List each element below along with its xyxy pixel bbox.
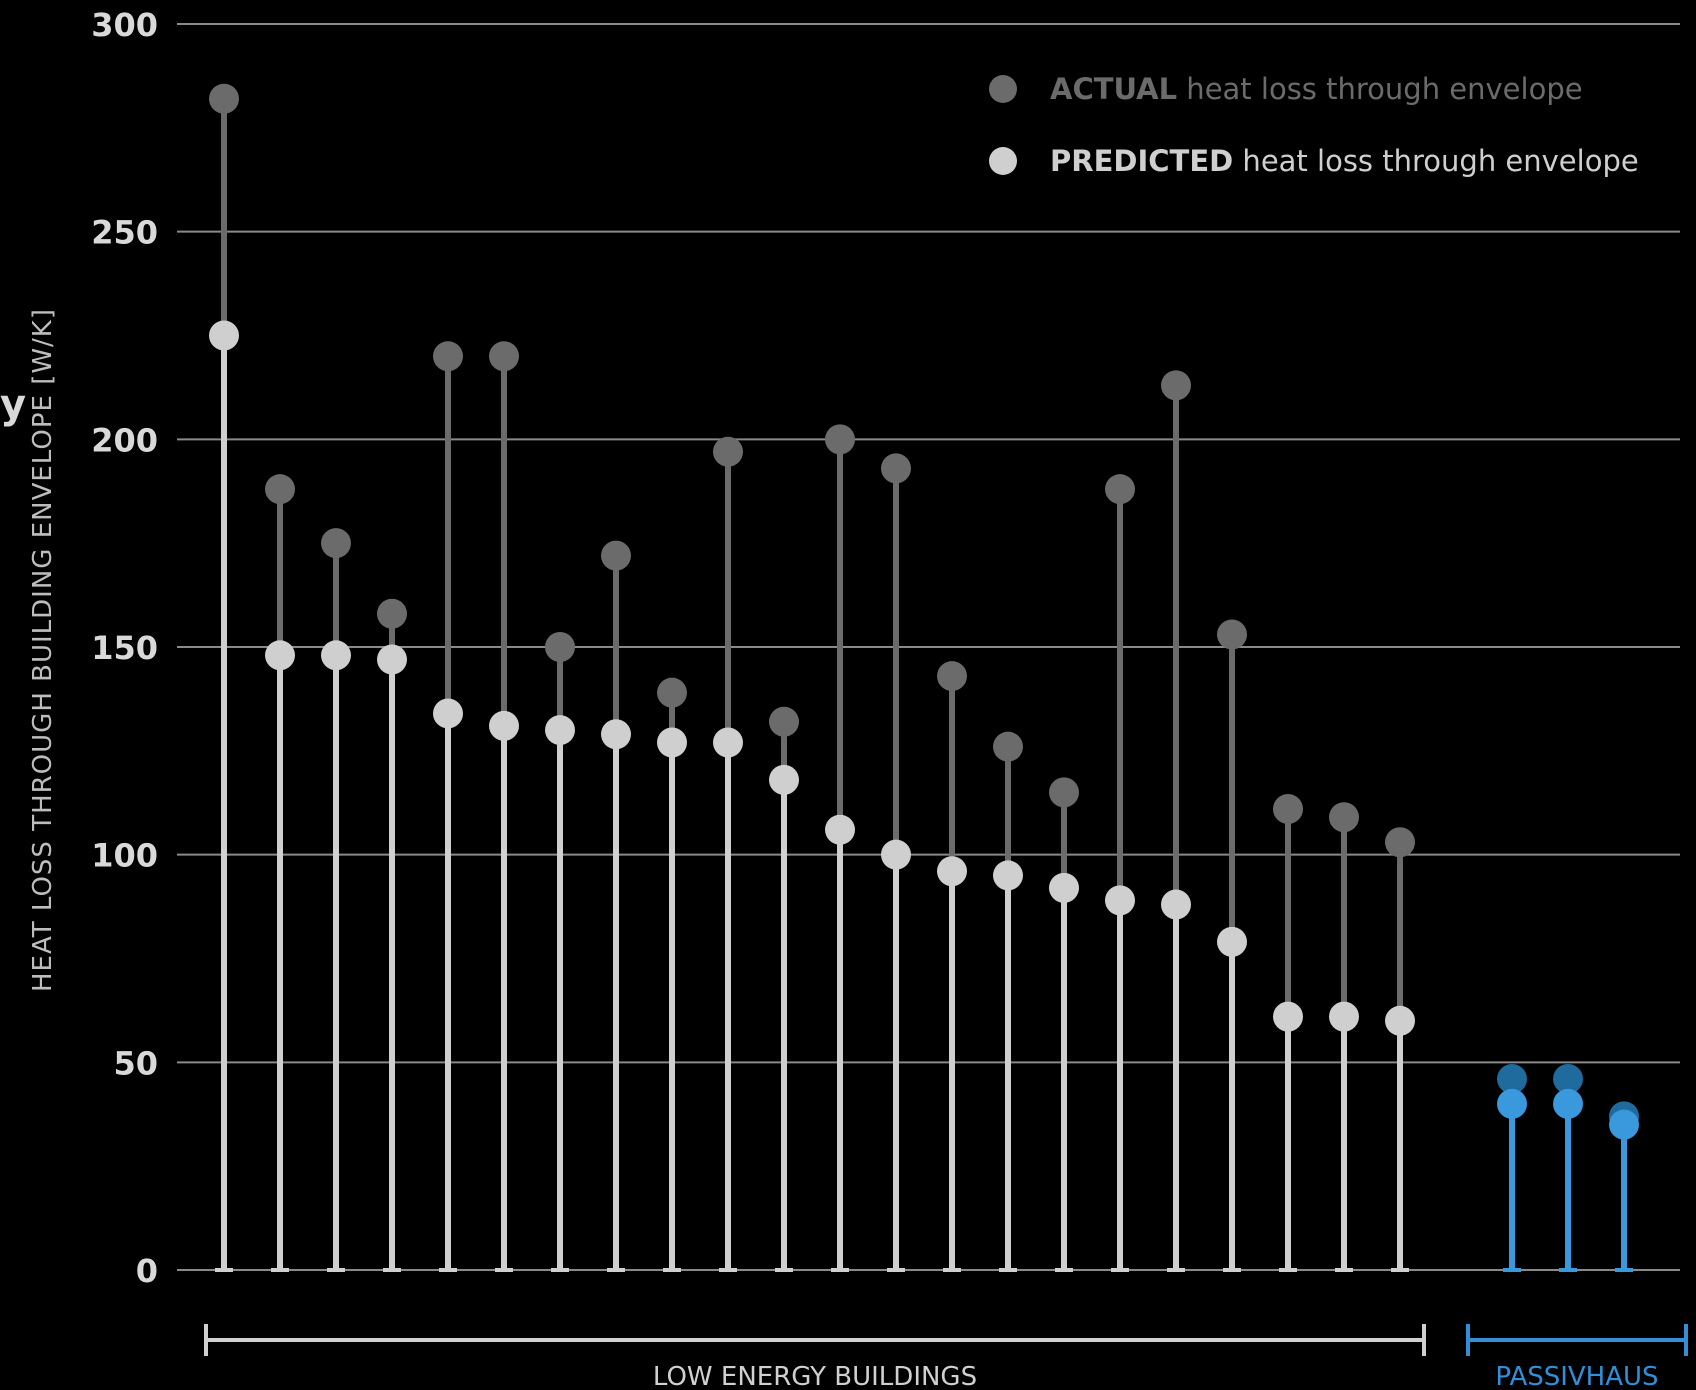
predicted-point-21 xyxy=(1329,1001,1359,1032)
actual-point-19 xyxy=(1217,619,1247,650)
y-tick-250: 250 xyxy=(91,214,158,252)
predicted-point-22 xyxy=(1385,1005,1415,1036)
y-tick-labels: 0 50 100 150 200 250 300 xyxy=(91,6,158,1290)
predicted-point-15 xyxy=(993,860,1023,891)
predicted-point-9 xyxy=(657,727,687,758)
predicted-point-23 xyxy=(1497,1088,1527,1119)
legend-label-rest-2: heat loss through envelope xyxy=(1233,144,1638,178)
predicted-point-14 xyxy=(937,856,967,887)
actual-point-22 xyxy=(1385,827,1415,858)
group-brackets: LOW ENERGY BUILDINGS PASSIVHAUS xyxy=(204,1324,1688,1390)
predicted-point-18 xyxy=(1161,889,1191,920)
data-stems xyxy=(215,98,1633,1272)
predicted-point-24 xyxy=(1553,1088,1583,1119)
predicted-point-16 xyxy=(1049,872,1079,903)
predicted-point-6 xyxy=(489,710,519,741)
actual-point-20 xyxy=(1273,793,1303,824)
predicted-point-8 xyxy=(601,719,631,750)
y-tick-100: 100 xyxy=(91,837,158,875)
predicted-point-13 xyxy=(881,839,911,870)
y-axis-label: HEAT LOSS THROUGH BUILDING ENVELOPE [W/K… xyxy=(28,308,58,992)
predicted-point-3 xyxy=(321,640,351,671)
actual-point-2 xyxy=(265,474,295,505)
y-tick-50: 50 xyxy=(113,1044,158,1082)
actual-point-7 xyxy=(545,632,575,662)
predicted-point-7 xyxy=(545,715,575,746)
actual-point-16 xyxy=(1049,777,1079,808)
actual-point-17 xyxy=(1105,474,1135,505)
legend-label-2: PREDICTED heat loss through envelope xyxy=(1050,144,1639,178)
predicted-point-12 xyxy=(825,814,855,845)
actual-point-10 xyxy=(713,436,743,467)
actual-point-21 xyxy=(1329,802,1359,833)
y-tick-200: 200 xyxy=(91,421,158,459)
actual-point-14 xyxy=(937,661,967,692)
predicted-point-1 xyxy=(209,320,239,351)
legend-label-rest-1: heat loss through envelope xyxy=(1177,72,1582,106)
actual-point-4 xyxy=(377,598,407,629)
data-points xyxy=(209,83,1639,1140)
actual-point-5 xyxy=(433,341,463,372)
predicted-point-10 xyxy=(713,727,743,758)
y-tick-0: 0 xyxy=(136,1252,158,1290)
actual-point-11 xyxy=(769,706,799,737)
actual-point-24 xyxy=(1553,1063,1583,1094)
predicted-point-19 xyxy=(1217,926,1247,957)
actual-point-23 xyxy=(1497,1063,1527,1094)
gridlines xyxy=(177,23,1680,1271)
actual-point-13 xyxy=(881,453,911,484)
legend-label-1: ACTUAL heat loss through envelope xyxy=(1050,72,1583,106)
actual-point-18 xyxy=(1161,370,1191,401)
predicted-point-5 xyxy=(433,698,463,729)
predicted-point-25 xyxy=(1609,1109,1639,1140)
group-label-2: PASSIVHAUS xyxy=(1495,1362,1658,1390)
group-label-1: LOW ENERGY BUILDINGS xyxy=(653,1362,977,1390)
actual-point-12 xyxy=(825,424,855,455)
legend-label-bold-2: PREDICTED xyxy=(1050,144,1233,178)
actual-point-9 xyxy=(657,677,687,708)
predicted-point-2 xyxy=(265,640,295,671)
actual-point-8 xyxy=(601,540,631,571)
actual-point-1 xyxy=(209,83,239,114)
legend-marker-1 xyxy=(989,75,1017,103)
actual-point-15 xyxy=(993,731,1023,762)
cropped-text-fragment: y xyxy=(0,382,26,428)
predicted-point-11 xyxy=(769,764,799,795)
predicted-point-17 xyxy=(1105,885,1135,916)
legend: ACTUAL heat loss through envelopePREDICT… xyxy=(989,72,1639,178)
y-tick-150: 150 xyxy=(91,629,158,667)
legend-label-bold-1: ACTUAL xyxy=(1050,72,1177,106)
predicted-point-20 xyxy=(1273,1001,1303,1032)
actual-point-3 xyxy=(321,528,351,559)
y-tick-300: 300 xyxy=(91,6,158,44)
legend-marker-2 xyxy=(989,147,1017,175)
actual-point-6 xyxy=(489,341,519,372)
predicted-point-4 xyxy=(377,644,407,675)
